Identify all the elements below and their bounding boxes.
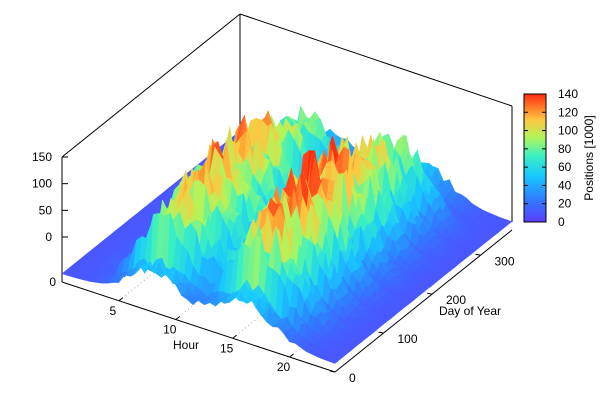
colorbar-label: Positions [1000]	[582, 115, 596, 200]
colorbar-gradient	[523, 93, 547, 223]
y-tick-mark	[475, 253, 481, 256]
colorbar: 0 20 40 60 80 100 120 140 Positions [1000]	[523, 87, 596, 229]
colorbar-ticks: 0 20 40 60 80 100 120 140	[524, 87, 578, 229]
x-tick-label: 15	[220, 341, 234, 355]
y-tick-label: 300	[494, 254, 514, 268]
surface-cell	[328, 358, 339, 364]
colorbar-tick-label: 120	[558, 105, 578, 119]
back-left-edge	[61, 13, 241, 158]
box-edges	[61, 13, 513, 373]
y-tick-label: 0	[349, 371, 356, 385]
y-tick-mark	[378, 331, 384, 334]
right-bottom-edge	[334, 229, 513, 373]
z-tick-label: 100	[32, 177, 52, 191]
surface	[61, 105, 513, 364]
y-tick-mark	[329, 370, 336, 373]
x-tick-mark	[289, 353, 294, 358]
z-tick-label: 150	[32, 150, 52, 164]
x-origin-label: 0	[49, 275, 56, 289]
colorbar-tick-label: 40	[558, 178, 572, 192]
x-tick-mark	[232, 334, 237, 339]
x-axis: 0 5 10 15 20	[49, 275, 294, 374]
x-tick-mark	[118, 297, 124, 302]
x-tick-label: 20	[277, 360, 291, 374]
y-axis: 0 100 200 300	[329, 253, 515, 385]
colorbar-tick-label: 20	[558, 197, 572, 211]
y-tick-label: 100	[397, 332, 417, 346]
x-axis-label: Hour	[173, 338, 199, 352]
x-tick-mark	[175, 316, 181, 320]
z-axis: 0 50 100 150	[32, 150, 68, 244]
x-tick-label: 10	[163, 323, 177, 337]
back-top-edge	[239, 13, 513, 107]
colorbar-tick-label: 140	[558, 87, 578, 101]
y-tick-label: 200	[446, 293, 466, 307]
colorbar-tick-label: 100	[558, 124, 578, 138]
colorbar-tick-label: 80	[558, 142, 572, 156]
colorbar-tick-label: 0	[558, 215, 565, 229]
colorbar-tick-label: 60	[558, 160, 572, 174]
x-tick-label: 5	[110, 304, 117, 318]
z-tick-label: 50	[39, 203, 53, 217]
y-axis-label: Day of Year	[439, 304, 501, 318]
y-tick-mark	[426, 292, 433, 295]
z-tick-label: 0	[45, 230, 52, 244]
